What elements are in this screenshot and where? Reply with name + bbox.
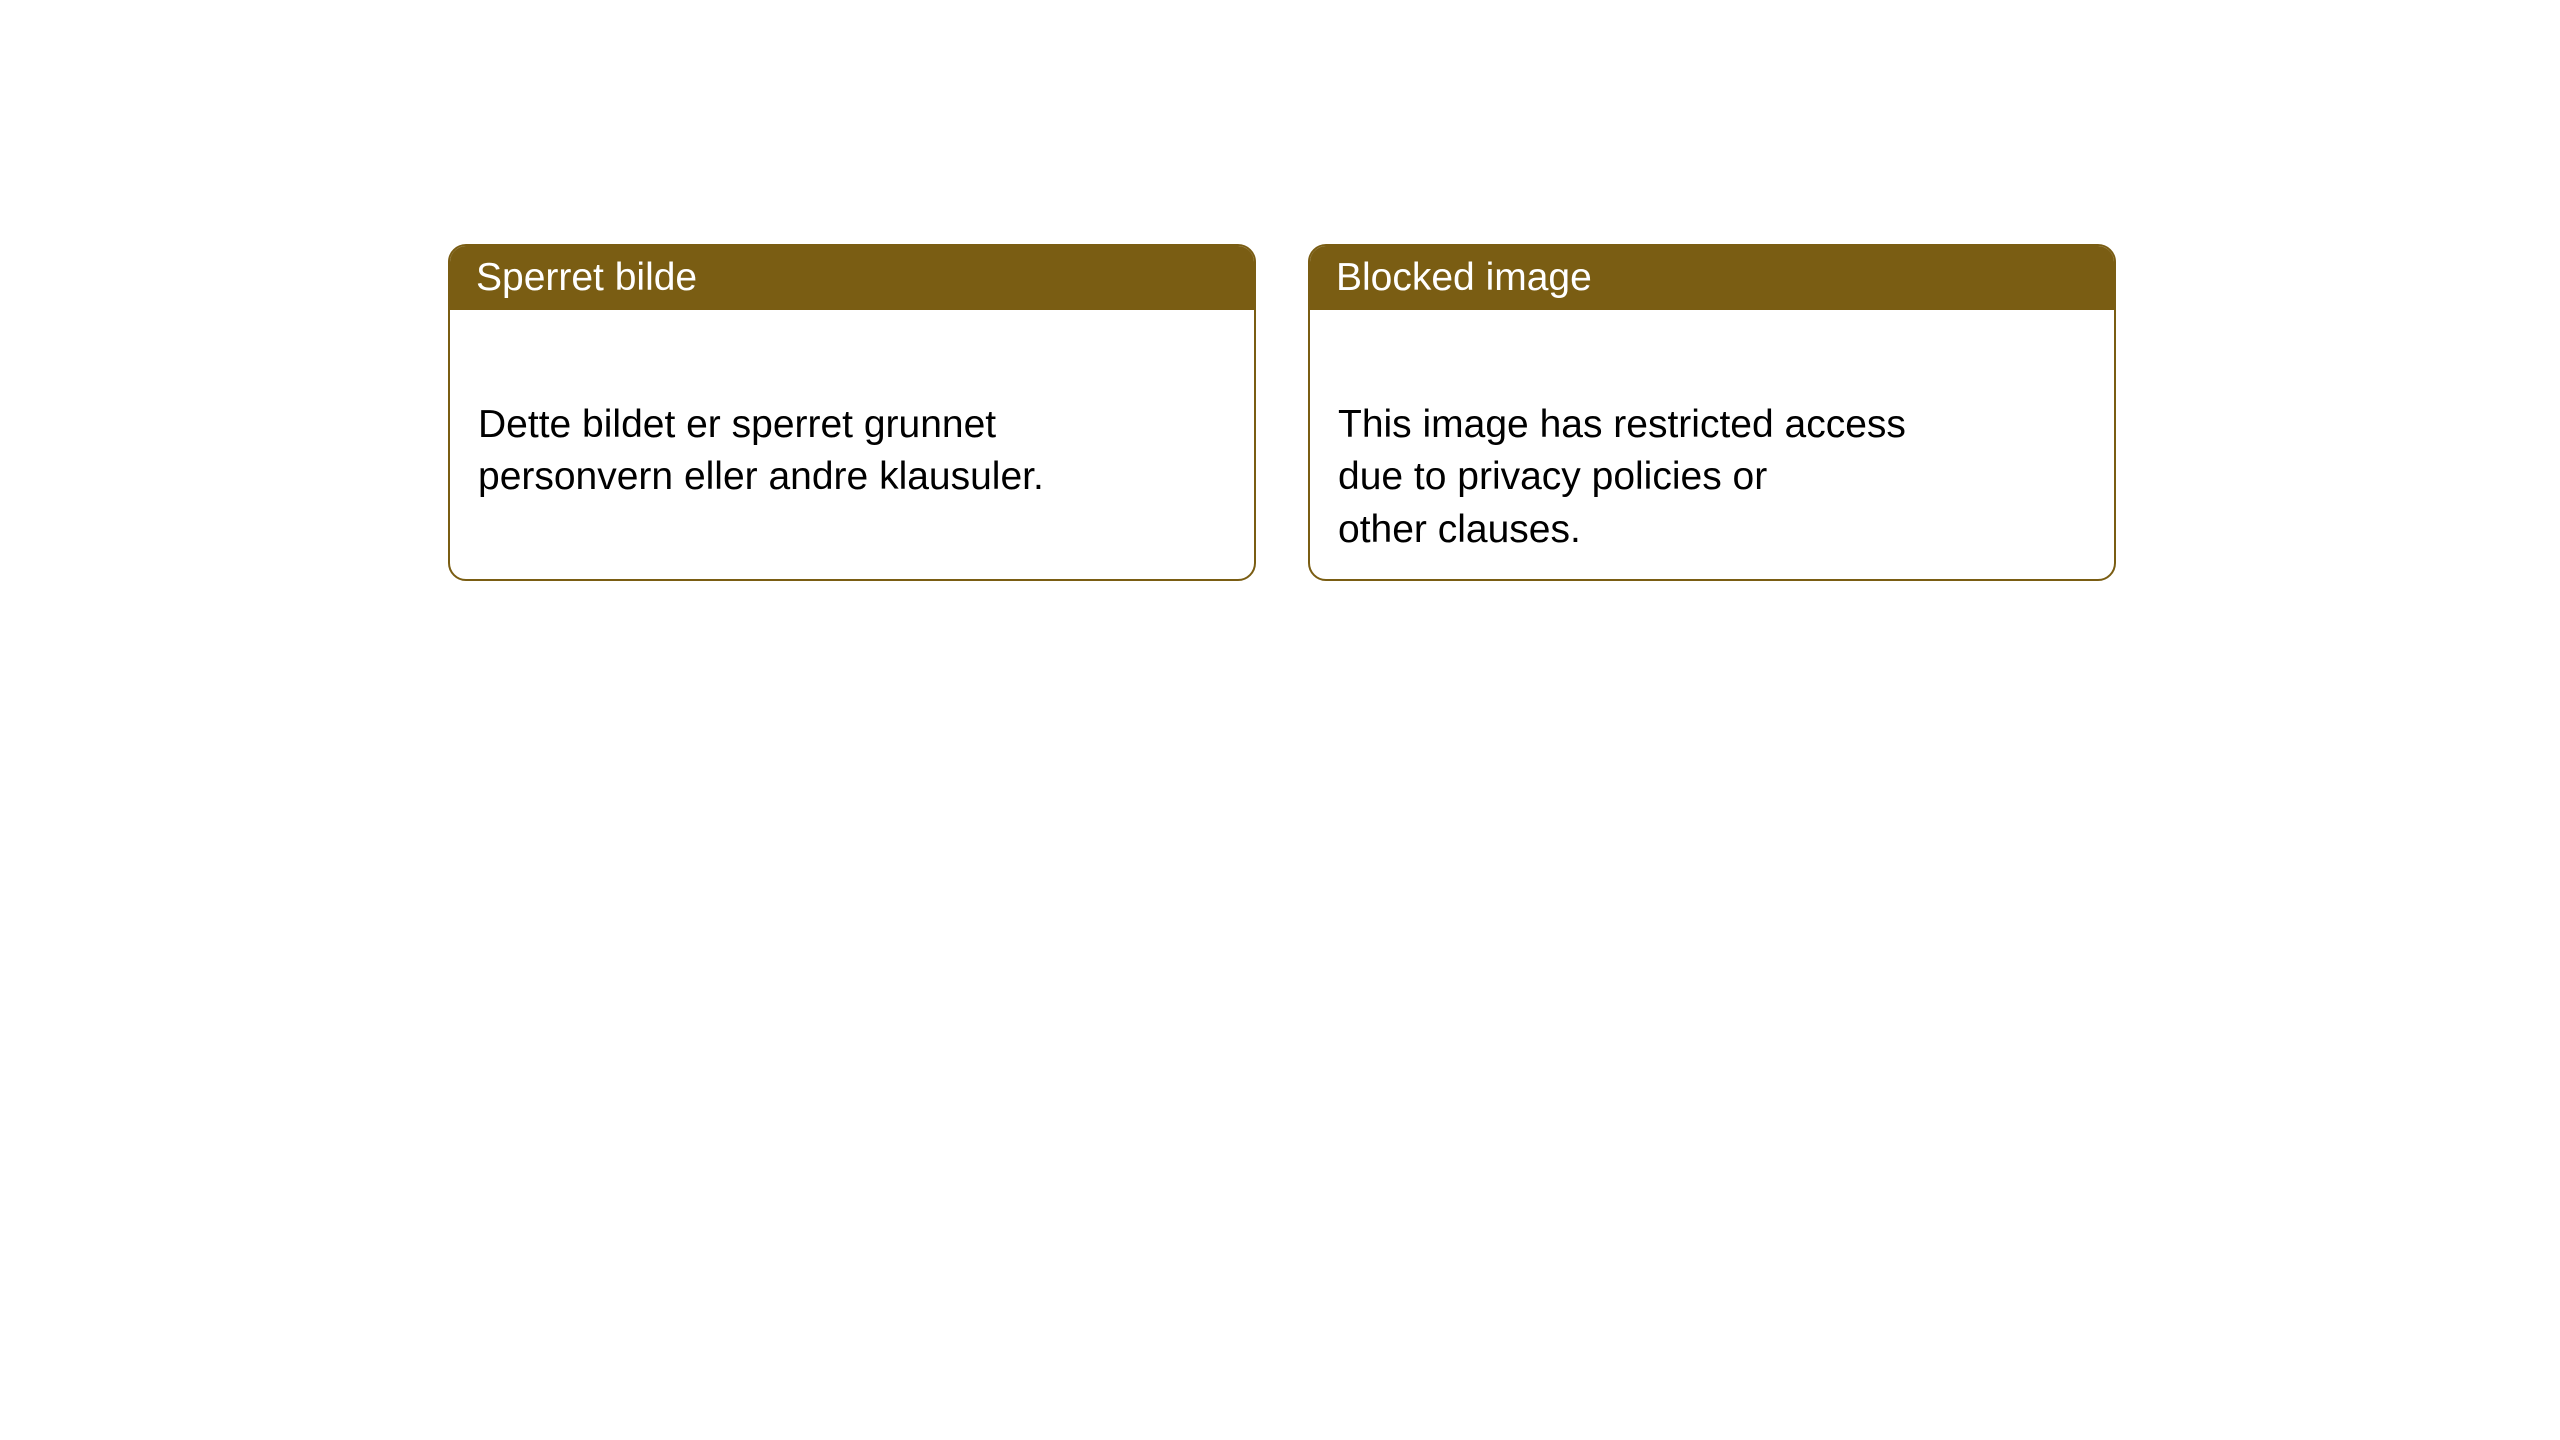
- blocked-image-notice-container: Sperret bilde Dette bildet er sperret gr…: [0, 0, 2560, 581]
- card-body-no: Dette bildet er sperret grunnet personve…: [450, 310, 1254, 540]
- card-header-en: Blocked image: [1310, 246, 2114, 310]
- card-title-en: Blocked image: [1336, 256, 1592, 299]
- card-text-en: This image has restricted access due to …: [1338, 403, 1906, 551]
- card-text-no: Dette bildet er sperret grunnet personve…: [478, 403, 1044, 499]
- blocked-image-card-no: Sperret bilde Dette bildet er sperret gr…: [448, 244, 1256, 581]
- card-header-no: Sperret bilde: [450, 246, 1254, 310]
- card-body-en: This image has restricted access due to …: [1310, 310, 2114, 581]
- card-title-no: Sperret bilde: [476, 256, 697, 299]
- blocked-image-card-en: Blocked image This image has restricted …: [1308, 244, 2116, 581]
